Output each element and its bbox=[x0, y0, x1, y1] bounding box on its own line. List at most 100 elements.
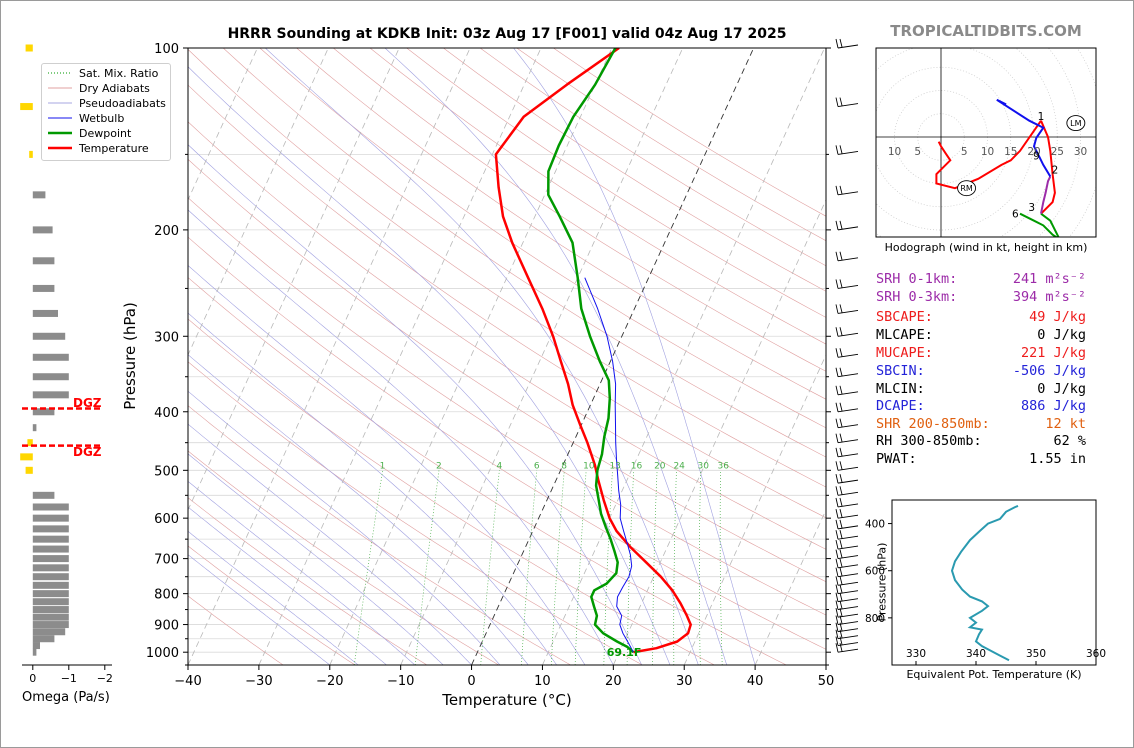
wind-barb bbox=[835, 558, 859, 569]
x-tick-label: 0 bbox=[467, 674, 475, 689]
omega-bar bbox=[32, 424, 37, 432]
legend-swatch bbox=[48, 87, 72, 89]
dgz-label-bottom: DGZ bbox=[73, 445, 102, 459]
stat-label: MLCAPE: bbox=[876, 327, 933, 343]
dgz-label-top: DGZ bbox=[73, 396, 102, 410]
stat-label: MLCIN: bbox=[876, 381, 925, 397]
legend-label: Wetbulb bbox=[79, 111, 125, 125]
hodograph-area bbox=[876, 48, 1096, 237]
stat-sbcape: SBCAPE: 49 J/kg bbox=[876, 309, 1086, 326]
isotherm bbox=[612, 198, 826, 665]
omega-bar bbox=[32, 555, 69, 563]
y-tick-label: 400 bbox=[154, 406, 179, 421]
dry-adiabat bbox=[406, 48, 826, 318]
wind-barb bbox=[835, 643, 859, 653]
wind-barb bbox=[835, 38, 859, 49]
x-tick-label: 40 bbox=[747, 674, 764, 689]
mixing-ratio-line bbox=[603, 470, 613, 665]
wind-barb bbox=[835, 385, 859, 396]
legend-swatch bbox=[48, 146, 72, 150]
hodo-segment-1-3km bbox=[1040, 120, 1056, 215]
isotherm bbox=[754, 508, 826, 665]
wind-barb bbox=[835, 576, 859, 586]
omega-bar bbox=[32, 408, 55, 416]
omega-bar bbox=[32, 503, 69, 511]
y-tick-label: 1000 bbox=[146, 646, 179, 661]
surface-temp-label: 69.1F bbox=[607, 646, 642, 659]
hodo-tick-label: 20 bbox=[1027, 146, 1040, 158]
storm-motion-marker bbox=[957, 180, 977, 197]
x-tick-label: −30 bbox=[245, 674, 272, 689]
omega-bar bbox=[32, 353, 69, 361]
wetbulb-line bbox=[584, 277, 634, 653]
stat-value: 62 % bbox=[1053, 433, 1086, 449]
stat-dcape: DCAPE: 886 J/kg bbox=[876, 398, 1086, 415]
ept-y-axis-label: Pressure (hPa) bbox=[875, 542, 889, 622]
x-tick-label: 10 bbox=[534, 674, 551, 689]
omega-bar bbox=[29, 150, 33, 158]
isotherm bbox=[188, 48, 329, 356]
dry-adiabat bbox=[188, 277, 787, 665]
legend-item: Sat. Mix. Ratio bbox=[48, 66, 158, 80]
x-axis-label: Temperature (°C) bbox=[442, 691, 572, 709]
wind-barb bbox=[835, 629, 859, 640]
wind-barb bbox=[835, 367, 859, 378]
wind-barb bbox=[835, 145, 859, 155]
dry-adiabat bbox=[188, 497, 428, 665]
stat-value: 394 m²s⁻² bbox=[1012, 289, 1086, 305]
stat-value: 241 m²s⁻² bbox=[1012, 271, 1086, 287]
dry-adiabat bbox=[188, 595, 284, 665]
stat-srh-0-1km: SRH 0-1km: 241 m²s⁻² bbox=[876, 271, 1086, 288]
mixing-ratio-line bbox=[699, 470, 701, 665]
omega-tick-label: −2 bbox=[97, 672, 113, 685]
x-tick-label: −10 bbox=[387, 674, 414, 689]
omega-bar bbox=[32, 332, 66, 340]
pseudoadiabat bbox=[188, 480, 416, 665]
omega-bar bbox=[32, 635, 55, 643]
plot-frame bbox=[187, 47, 827, 666]
stat-value: 0 J/kg bbox=[1037, 381, 1086, 397]
y-tick-label: 700 bbox=[154, 553, 179, 568]
dry-adiabat bbox=[296, 48, 826, 400]
y-tick-label: 200 bbox=[154, 224, 179, 239]
dry-adiabat bbox=[188, 158, 826, 583]
mixing-ratio-label: 16 bbox=[631, 461, 643, 471]
stat-label: MUCAPE: bbox=[876, 345, 933, 361]
mixing-ratio-label: 10 bbox=[583, 461, 595, 471]
omega-bar bbox=[32, 545, 69, 553]
wind-barb bbox=[835, 461, 859, 471]
skewt-plot-area bbox=[188, 48, 826, 665]
wind-barb bbox=[835, 279, 859, 289]
hodograph-caption: Hodograph (wind in kt, height in km) bbox=[884, 241, 1088, 254]
hodo-segment-6-9km bbox=[1040, 176, 1052, 214]
stat-label: SHR 200-850mb: bbox=[876, 416, 990, 432]
legend-label: Dewpoint bbox=[79, 126, 132, 140]
stat-mucape: MUCAPE: 221 J/kg bbox=[876, 345, 1086, 362]
dry-adiabat bbox=[188, 318, 715, 665]
omega-bar bbox=[27, 439, 33, 447]
pseudoadiabat bbox=[188, 312, 557, 665]
stat-value: 1.55 in bbox=[1029, 451, 1086, 467]
mixing-ratio-line bbox=[574, 470, 587, 665]
legend-item: Wetbulb bbox=[48, 111, 124, 125]
stat-label: PWAT: bbox=[876, 451, 917, 467]
dry-adiabat bbox=[188, 545, 356, 665]
isotherm bbox=[542, 48, 825, 665]
pseudoadiabat bbox=[188, 453, 444, 665]
mixing-ratio-label: 24 bbox=[673, 461, 685, 471]
stat-srh-0-3km: SRH 0-3km: 394 m²s⁻² bbox=[876, 289, 1086, 306]
hodo-height-label: 2 bbox=[1052, 165, 1059, 177]
stat-label: RH 300-850mb: bbox=[876, 433, 982, 449]
omega-bar bbox=[32, 598, 69, 606]
omega-tick-label: −1 bbox=[61, 672, 77, 685]
omega-bar bbox=[25, 466, 33, 474]
x-tick-label: −20 bbox=[316, 674, 343, 689]
omega-bar bbox=[32, 581, 69, 589]
isotherm bbox=[188, 48, 400, 511]
mixing-ratio-line bbox=[353, 470, 384, 665]
omega-bar bbox=[25, 44, 33, 52]
pseudoadiabat bbox=[188, 209, 614, 665]
hodo-tick-label: 15 bbox=[1004, 146, 1017, 158]
y-tick-label: 300 bbox=[154, 330, 179, 345]
